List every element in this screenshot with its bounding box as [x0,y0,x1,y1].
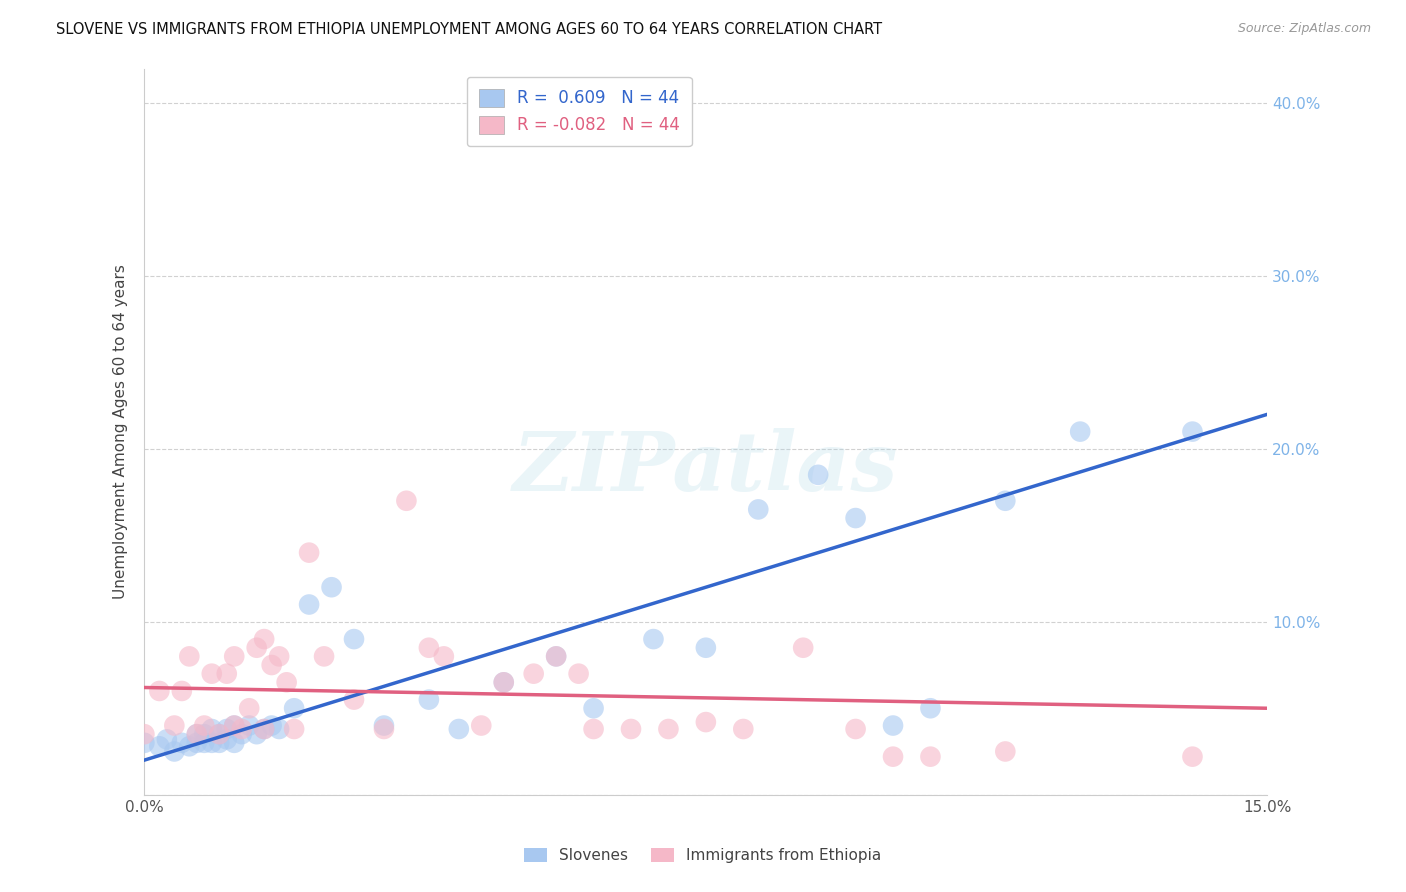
Point [695,715,717,730]
Text: Source: ZipAtlas.com: Source: ZipAtlas.com [1237,22,1371,36]
Point [1181,425,1204,439]
Point [582,722,605,736]
Point [246,727,269,741]
Point [208,727,231,741]
Point [231,727,253,741]
Point [253,722,276,736]
Point [312,649,335,664]
Point [170,736,193,750]
Point [546,649,568,664]
Point [170,684,193,698]
Point [238,718,260,732]
Point [276,675,298,690]
Point [163,744,186,758]
Point [260,658,283,673]
Point [882,749,904,764]
Point [395,493,418,508]
Legend: Slovenes, Immigrants from Ethiopia: Slovenes, Immigrants from Ethiopia [516,840,890,871]
Point [148,684,170,698]
Point [215,666,238,681]
Point [994,493,1017,508]
Point [994,744,1017,758]
Point [1069,425,1091,439]
Point [193,727,215,741]
Point [321,580,343,594]
Point [733,722,755,736]
Point [492,675,515,690]
Point [193,736,215,750]
Point [643,632,665,646]
Point [246,640,269,655]
Point [343,692,366,706]
Point [201,722,224,736]
Point [343,632,366,646]
Point [186,736,208,750]
Point [260,718,283,732]
Point [215,722,238,736]
Point [523,666,546,681]
Point [447,722,470,736]
Point [283,701,305,715]
Point [186,727,208,741]
Point [845,722,868,736]
Point [163,718,186,732]
Point [224,718,246,732]
Point [882,718,904,732]
Point [134,727,156,741]
Point [920,749,942,764]
Point [231,722,253,736]
Point [283,722,305,736]
Point [148,739,170,754]
Point [238,701,260,715]
Point [253,632,276,646]
Point [373,722,395,736]
Y-axis label: Unemployment Among Ages 60 to 64 years: Unemployment Among Ages 60 to 64 years [114,264,128,599]
Point [470,718,492,732]
Text: ZIPatlas: ZIPatlas [513,428,898,508]
Point [620,722,643,736]
Point [186,727,208,741]
Point [269,649,291,664]
Point [179,739,201,754]
Point [546,649,568,664]
Point [568,666,591,681]
Point [179,649,201,664]
Point [582,701,605,715]
Point [208,727,231,741]
Point [298,546,321,560]
Legend: R =  0.609   N = 44, R = -0.082   N = 44: R = 0.609 N = 44, R = -0.082 N = 44 [467,77,692,146]
Point [156,732,179,747]
Point [208,736,231,750]
Point [373,718,395,732]
Point [201,736,224,750]
Point [920,701,942,715]
Point [134,736,156,750]
Point [695,640,717,655]
Point [792,640,814,655]
Point [224,649,246,664]
Point [845,511,868,525]
Point [433,649,456,664]
Text: SLOVENE VS IMMIGRANTS FROM ETHIOPIA UNEMPLOYMENT AMONG AGES 60 TO 64 YEARS CORRE: SLOVENE VS IMMIGRANTS FROM ETHIOPIA UNEM… [56,22,883,37]
Point [747,502,769,516]
Point [657,722,679,736]
Point [1181,749,1204,764]
Point [418,640,440,655]
Point [269,722,291,736]
Point [193,718,215,732]
Point [492,675,515,690]
Point [298,598,321,612]
Point [807,467,830,482]
Point [224,736,246,750]
Point [224,718,246,732]
Point [418,692,440,706]
Point [215,732,238,747]
Point [253,722,276,736]
Point [201,666,224,681]
